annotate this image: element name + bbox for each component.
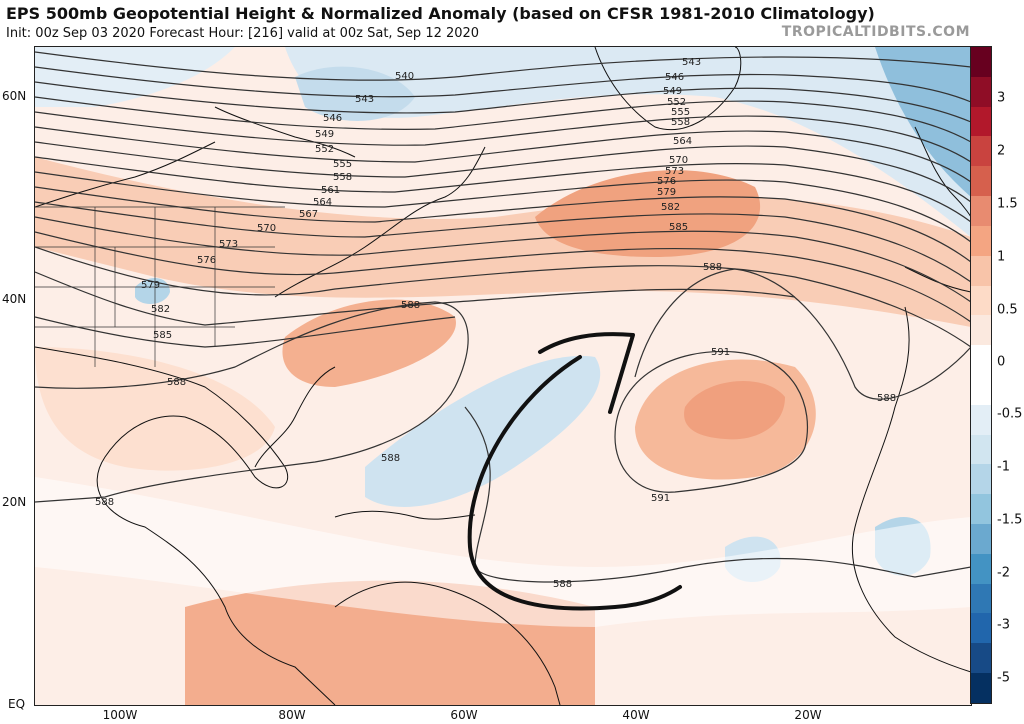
colorbar-swatch — [971, 673, 991, 703]
contour-label-588: 588 — [167, 377, 186, 388]
cool-anomaly-greatlakes — [135, 277, 170, 304]
cool-anomaly-labrador — [35, 47, 235, 107]
map-canvas: 540 543 543 546 546 549 549 552 552 555 … — [35, 47, 971, 705]
colorbar-swatch — [971, 315, 991, 346]
colorbar-label: 0 — [997, 354, 1006, 370]
contour-label-585: 585 — [153, 330, 172, 341]
contour-label-591: 591 — [711, 347, 730, 358]
contour-label-579: 579 — [141, 280, 160, 291]
colorbar-swatch — [971, 47, 991, 77]
contour-label-552: 552 — [667, 97, 686, 108]
colorbar-label: -1.5 — [997, 512, 1023, 528]
colorbar-label: 2 — [997, 143, 1006, 159]
contour-label-555: 555 — [671, 107, 690, 118]
colorbar-label: -1 — [997, 459, 1010, 475]
colorbar-swatch — [971, 166, 991, 197]
map-subtitle: Init: 00z Sep 03 2020 Forecast Hour: [21… — [6, 26, 480, 41]
colorbar-swatch — [971, 643, 991, 674]
colorbar-swatch — [971, 464, 991, 495]
contour-label-588: 588 — [877, 393, 896, 404]
contour-label-564: 564 — [313, 197, 332, 208]
map-title: EPS 500mb Geopotential Height & Normaliz… — [6, 4, 875, 23]
lon-label-80w: 80W — [278, 708, 306, 722]
contour-label-588: 588 — [401, 300, 420, 311]
contour-label-558: 558 — [333, 172, 352, 183]
lat-label-20n: 20N — [2, 495, 27, 509]
lat-label-40n: 40N — [2, 292, 27, 306]
colorbar-label: 3 — [997, 90, 1006, 106]
colorbar-label: -2 — [997, 565, 1010, 581]
colorbar-swatch — [971, 434, 991, 465]
contour-label-588: 588 — [703, 262, 722, 273]
colorbar-swatch — [971, 404, 991, 435]
contour-label-588: 588 — [381, 453, 400, 464]
contour-label-561: 561 — [321, 185, 340, 196]
warm-anomaly-gulf — [35, 347, 275, 471]
contour-label-576: 576 — [657, 176, 676, 187]
colorbar-swatch — [971, 225, 991, 256]
contour-label-540: 540 — [395, 71, 414, 82]
drawn-arrow-head — [538, 332, 635, 414]
colorbar-label: 1 — [997, 249, 1006, 265]
anomaly-map: 540 543 543 546 546 549 549 552 552 555 … — [34, 46, 972, 706]
contour-label-588: 588 — [95, 497, 114, 508]
colorbar-swatch — [971, 613, 991, 644]
contour-label-573: 573 — [219, 239, 238, 250]
colorbar-swatch — [971, 374, 991, 405]
colorbar-swatch — [971, 345, 991, 375]
brand-watermark: TROPICALTIDBITS.COM — [781, 24, 970, 40]
contour-label-570: 570 — [669, 155, 688, 166]
lat-label-eq: EQ — [8, 697, 26, 711]
contour-label-555: 555 — [333, 159, 352, 170]
colorbar-swatch — [971, 524, 991, 554]
lon-label-40w: 40W — [622, 708, 650, 722]
contour-label-570: 570 — [257, 223, 276, 234]
contour-label-582: 582 — [151, 304, 170, 315]
contour-label-552: 552 — [315, 144, 334, 155]
contour-label-549: 549 — [315, 129, 334, 140]
contour-label-573: 573 — [665, 166, 684, 177]
contour-label-546: 546 — [665, 72, 684, 83]
colorbar-swatch — [971, 255, 991, 286]
political-borders — [35, 206, 285, 367]
neutral-band — [35, 477, 971, 627]
contour-label-543: 543 — [682, 57, 701, 68]
lon-label-100w: 100W — [102, 708, 138, 722]
contour-label-546: 546 — [323, 113, 342, 124]
colorbar-label: 1.5 — [997, 196, 1018, 212]
colorbar-label: -0.5 — [997, 406, 1023, 422]
lon-label-60w: 60W — [450, 708, 478, 722]
contour-label-549: 549 — [663, 86, 682, 97]
colorbar-label: -3 — [997, 617, 1010, 633]
drawn-arrow — [467, 355, 682, 611]
contour-labels: 540 543 543 546 546 549 549 552 552 555 … — [95, 57, 896, 590]
colorbar-swatch — [971, 494, 991, 524]
colorbar-swatch — [971, 76, 991, 107]
colorbar-swatch — [971, 583, 991, 614]
colorbar-label: 0.5 — [997, 302, 1018, 318]
colorbar-swatch — [971, 136, 991, 167]
contour-label-543: 543 — [355, 94, 374, 105]
lon-label-20w: 20W — [794, 708, 822, 722]
colorbar-swatch — [971, 553, 991, 584]
colorbar-label: -5 — [997, 670, 1010, 686]
contour-label-558: 558 — [671, 117, 690, 128]
contour-label-576: 576 — [197, 255, 216, 266]
contour-label-564: 564 — [673, 136, 692, 147]
height-contours — [35, 51, 971, 583]
warm-anomaly-eastcoast — [282, 299, 456, 387]
cool-anomaly-central-atlantic — [365, 355, 601, 507]
contour-label-579: 579 — [657, 187, 676, 198]
contour-label-585: 585 — [669, 222, 688, 233]
colorbar-swatch — [971, 285, 991, 316]
colorbar-swatch — [971, 196, 991, 226]
contour-label-588: 588 — [553, 579, 572, 590]
lat-label-60n: 60N — [2, 89, 27, 103]
contour-label-591: 591 — [651, 493, 670, 504]
contour-label-582: 582 — [661, 202, 680, 213]
anomaly-colorbar — [970, 46, 992, 704]
warm-anomaly-core2 — [684, 380, 785, 440]
colorbar-swatch — [971, 106, 991, 137]
contour-label-567: 567 — [299, 209, 318, 220]
